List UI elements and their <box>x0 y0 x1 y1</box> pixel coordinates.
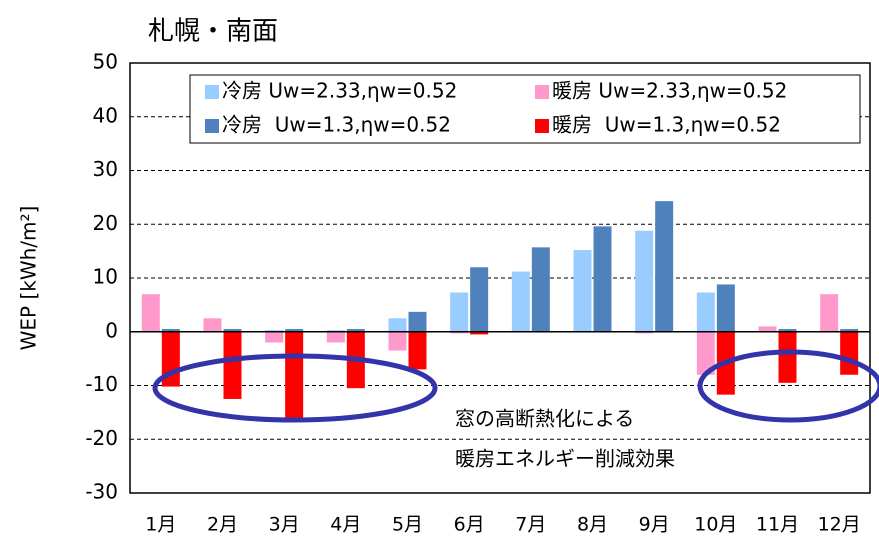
bar <box>388 331 407 351</box>
y-tick-label: -10 <box>85 372 118 396</box>
x-tick-label: 3月 <box>269 514 300 536</box>
plot-frame <box>129 62 871 494</box>
x-tick-label: 8月 <box>577 514 608 536</box>
x-tick-label: 9月 <box>639 514 670 536</box>
annotation-ellipse <box>152 353 438 423</box>
bar <box>285 329 304 332</box>
y-tick-label: 0 <box>105 318 118 342</box>
y-tick-label: 10 <box>93 265 118 289</box>
bar <box>223 329 242 332</box>
legend-label: 冷房 Uw=2.33,ηw=0.52 <box>222 79 457 103</box>
bar <box>593 226 612 332</box>
legend-label: 暖房 Uw=1.3,ηw=0.52 <box>552 113 781 137</box>
legend-swatch <box>535 85 549 99</box>
bar <box>696 292 715 332</box>
x-tick-label: 10月 <box>694 514 737 536</box>
y-tick-label: -30 <box>85 480 118 504</box>
bar <box>141 294 160 332</box>
chart-title: 札幌・南面 <box>148 17 278 47</box>
bar <box>820 294 839 332</box>
bar <box>223 331 242 399</box>
bar <box>408 311 427 332</box>
legend-swatch <box>535 119 549 133</box>
bar <box>778 331 797 383</box>
legend-swatch <box>205 119 219 133</box>
bar <box>265 331 284 343</box>
legend-swatch <box>205 85 219 99</box>
bar <box>635 331 654 334</box>
x-tick-label: 11月 <box>756 514 799 536</box>
bar <box>408 331 427 370</box>
x-tick-label: 1月 <box>145 514 176 536</box>
legend-label: 冷房 Uw=1.3,ηw=0.52 <box>222 113 451 137</box>
x-tick-label: 2月 <box>207 514 238 536</box>
y-tick-label: 20 <box>93 211 118 235</box>
bar <box>778 329 797 332</box>
x-tick-label: 12月 <box>818 514 861 536</box>
y-axis-label: WEP [kWh/m²] <box>17 206 41 351</box>
bar <box>470 331 489 335</box>
bar <box>470 267 489 332</box>
bar <box>285 331 304 419</box>
bar <box>161 329 180 332</box>
bar <box>450 331 469 334</box>
annotation-ellipse <box>697 349 879 423</box>
bar <box>511 271 530 332</box>
bar <box>696 331 715 375</box>
annotation: 暖房エネルギー削減効果 <box>455 447 675 471</box>
bar <box>326 331 345 343</box>
x-tick-label: 7月 <box>515 514 546 536</box>
x-tick-label: 5月 <box>392 514 423 536</box>
bar <box>573 250 592 332</box>
bar <box>716 284 735 332</box>
bar <box>635 230 654 332</box>
bar <box>840 331 859 375</box>
x-tick-label: 4月 <box>330 514 361 536</box>
bar <box>326 330 345 332</box>
y-tick-label: 30 <box>93 157 118 181</box>
bar <box>203 318 222 332</box>
bar <box>265 330 284 332</box>
bar <box>450 292 469 332</box>
annotation: 窓の高断熱化による <box>455 407 634 431</box>
bar <box>531 247 550 332</box>
bar <box>840 329 859 332</box>
x-tick-label: 6月 <box>454 514 485 536</box>
y-tick-label: 50 <box>93 50 118 74</box>
bar <box>388 318 407 332</box>
legend-label: 暖房 Uw=2.33,ηw=0.52 <box>552 79 787 103</box>
y-tick-label: -20 <box>85 426 118 450</box>
y-tick-label: 40 <box>93 103 118 127</box>
bar <box>655 201 674 332</box>
legend-box <box>189 74 861 144</box>
bar <box>346 329 365 332</box>
bar <box>758 326 777 332</box>
